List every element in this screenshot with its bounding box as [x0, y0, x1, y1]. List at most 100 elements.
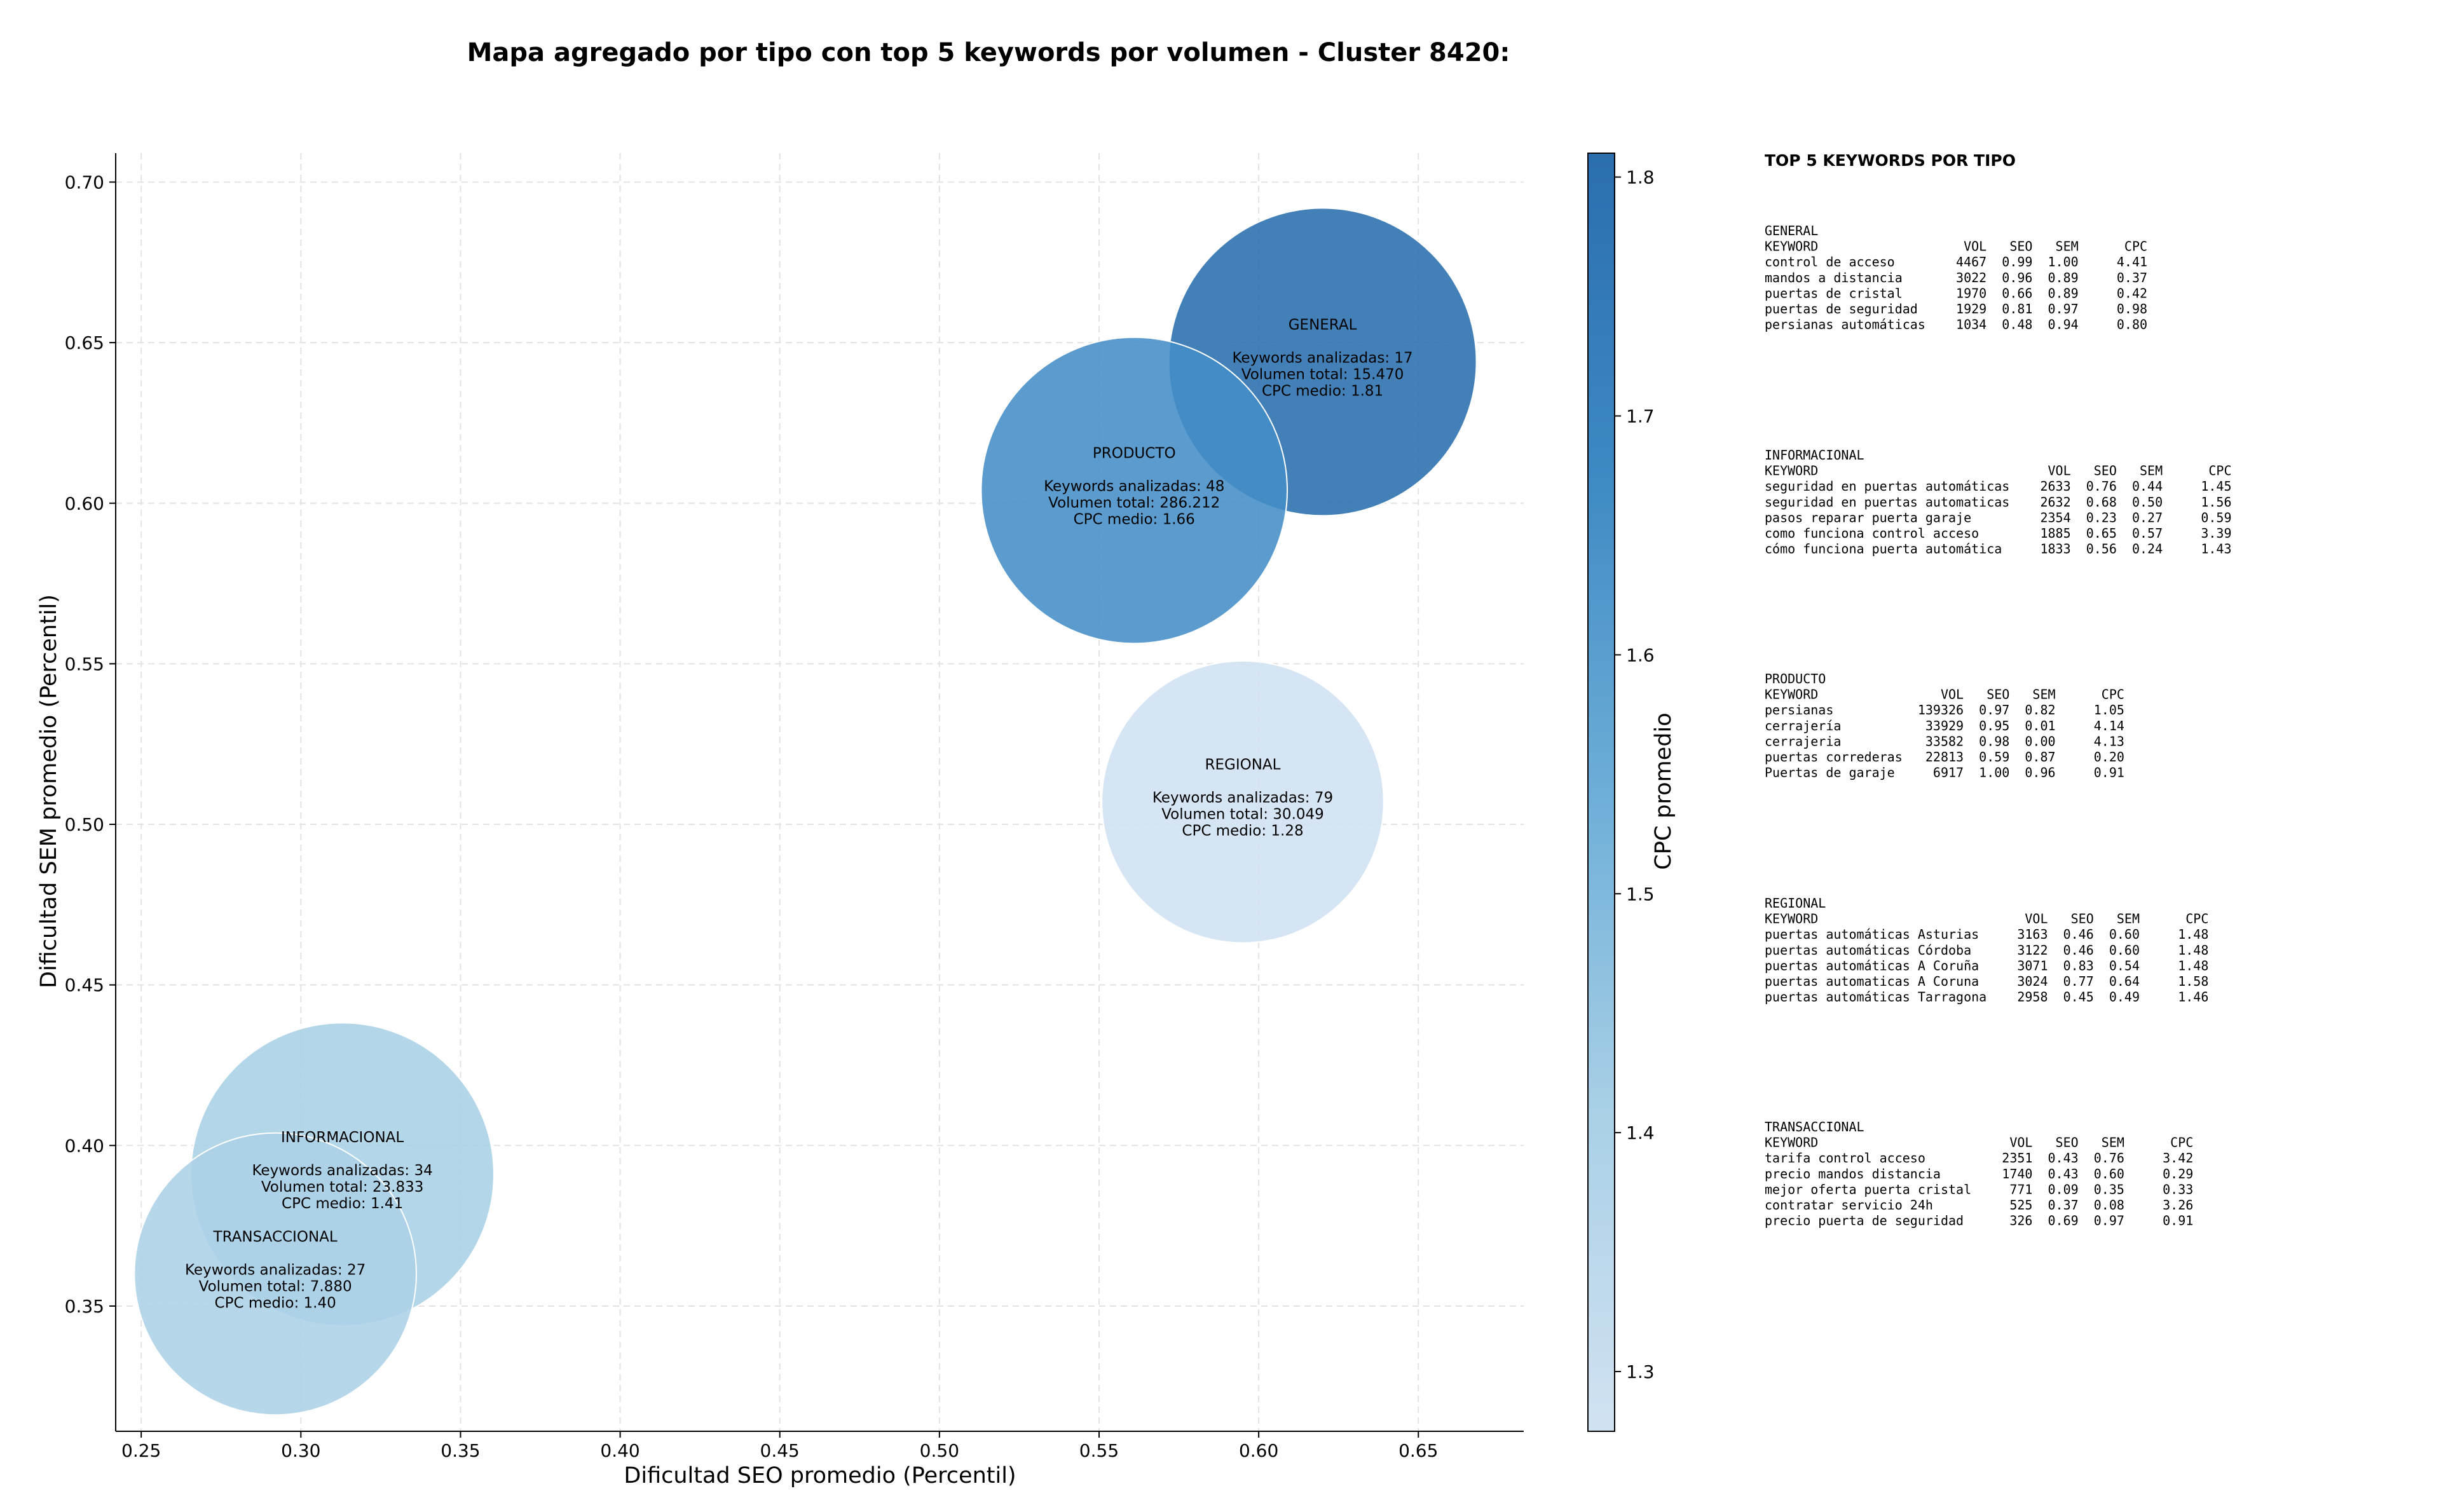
bubble-title: TRANSACCIONAL: [213, 1229, 338, 1245]
colorbar-tick-label: 1.3: [1626, 1361, 1655, 1382]
panel-group-title: GENERAL: [1765, 223, 1818, 238]
x-axis-label: Dificultad SEO promedio (Percentil): [624, 1463, 1016, 1488]
x-tick-label: 0.65: [1398, 1440, 1438, 1461]
bubble-stat: CPC medio: 1.28: [1182, 823, 1303, 840]
x-tick-label: 0.40: [600, 1440, 639, 1461]
panel-row: puertas automáticas A Coruña 3071 0.83 0…: [1765, 958, 2208, 973]
panel-row: contratar servicio 24h 525 0.37 0.08 3.2…: [1765, 1197, 2193, 1213]
panel-row: tarifa control acceso 2351 0.43 0.76 3.4…: [1765, 1150, 2193, 1166]
bubble-regional: [1101, 660, 1385, 944]
panel-row: mejor oferta puerta cristal 771 0.09 0.3…: [1765, 1182, 2193, 1197]
panel-row: cerrajería 33929 0.95 0.01 4.14: [1765, 718, 2124, 733]
panel-row: precio mandos distancia 1740 0.43 0.60 0…: [1765, 1166, 2193, 1182]
colorbar-tick-label: 1.5: [1626, 883, 1655, 904]
panel-row: mandos a distancia 3022 0.96 0.89 0.37: [1765, 270, 2147, 285]
bubble-stat: Volumen total: 30.049: [1161, 807, 1324, 823]
panel-row: puertas automaticas A Coruna 3024 0.77 0…: [1765, 974, 2208, 989]
bubble-circle: [980, 336, 1289, 644]
bubble-stat: Volumen total: 286.212: [1048, 495, 1220, 512]
panel-group-title: PRODUCTO: [1765, 671, 1826, 686]
y-tick-label: 0.45: [65, 975, 104, 996]
y-axis-label: Dificultad SEM promedio (Percentil): [36, 594, 62, 988]
bubble-title: GENERAL: [1289, 317, 1357, 333]
panel-row: puertas automáticas Tarragona 2958 0.45 …: [1765, 990, 2208, 1005]
x-tick-label: 0.60: [1239, 1440, 1278, 1461]
panel-row: pasos reparar puerta garaje 2354 0.23 0.…: [1765, 510, 2232, 525]
panel-header-row: KEYWORD VOL SEO SEM CPC: [1765, 1135, 2193, 1150]
panel-header-row: KEYWORD VOL SEO SEM CPC: [1765, 463, 2232, 479]
bubble-stat: Keywords analizadas: 79: [1152, 790, 1333, 807]
panel-row: como funciona control acceso 1885 0.65 0…: [1765, 526, 2232, 541]
x-tick-label: 0.30: [281, 1440, 320, 1461]
colorbar-tick-label: 1.7: [1626, 405, 1655, 426]
bubble-stat: CPC medio: 1.81: [1262, 383, 1383, 399]
y-tick-label: 0.60: [65, 493, 104, 514]
panel-group-title: REGIONAL: [1765, 896, 1826, 911]
colorbar-label: CPC promedio: [1651, 712, 1676, 869]
bubble-title: PRODUCTO: [1093, 446, 1176, 462]
bubble-transaccional: [133, 1132, 417, 1416]
y-tick-label: 0.40: [65, 1135, 104, 1156]
y-tick-label: 0.55: [65, 653, 104, 674]
colorbar-tick-label: 1.6: [1626, 644, 1655, 665]
chart-title: Mapa agregado por tipo con top 5 keyword…: [467, 38, 1510, 67]
bubble-producto: [980, 336, 1289, 644]
panel-row: Puertas de garaje 6917 1.00 0.96 0.91: [1765, 765, 2124, 780]
bubble-label-informacional: INFORMACIONAL Keywords analizadas: 34Volu…: [252, 1129, 432, 1212]
panel-row: puertas de cristal 1970 0.66 0.89 0.42: [1765, 285, 2147, 301]
panel-row: puertas de seguridad 1929 0.81 0.97 0.98: [1765, 301, 2147, 317]
panel-header-row: KEYWORD VOL SEO SEM CPC: [1765, 687, 2124, 702]
bubble-stat: Volumen total: 15.470: [1241, 366, 1404, 383]
bubble-stat: Keywords analizadas: 27: [185, 1262, 366, 1278]
bubble-stat: Keywords analizadas: 34: [252, 1162, 432, 1179]
bubble-label-transaccional: TRANSACCIONAL Keywords analizadas: 27Volu…: [185, 1229, 366, 1311]
bubble-stat: CPC medio: 1.41: [282, 1195, 403, 1212]
bubble-title: INFORMACIONAL: [281, 1129, 404, 1146]
bubble-title: REGIONAL: [1205, 757, 1281, 773]
y-tick-label: 0.65: [65, 332, 104, 353]
bubble-stat: Volumen total: 7.880: [199, 1278, 352, 1295]
panel-row: puertas automáticas Asturias 3163 0.46 0…: [1765, 927, 2208, 942]
colorbar: 1.3 1.4 1.5 1.6 1.7 1.8: [1587, 153, 1655, 1432]
panel-header-row: KEYWORD VOL SEO SEM CPC: [1765, 239, 2147, 254]
colorbar-tick-label: 1.4: [1626, 1122, 1655, 1143]
panel-row: seguridad en puertas automáticas 2633 0.…: [1765, 479, 2232, 494]
axes: 0.25 0.30 0.35 0.40 0.45 0.50 0.55 0.60 0.65 0.35…: [65, 153, 1524, 1461]
bubble-stat: Volumen total: 23.833: [261, 1179, 424, 1195]
panel-row: persianas 139326 0.97 0.82 1.05: [1765, 702, 2124, 718]
bubble-stat: Keywords analizadas: 17: [1232, 350, 1412, 366]
x-tick-label: 0.50: [920, 1440, 959, 1461]
colorbar-tick-label: 1.8: [1626, 167, 1655, 188]
bubble-stat: Keywords analizadas: 48: [1044, 479, 1224, 495]
y-tick-label: 0.70: [65, 172, 104, 193]
y-tick-label: 0.35: [65, 1296, 104, 1317]
panel-row: puertas correderas 22813 0.59 0.87 0.20: [1765, 749, 2124, 765]
y-tick-label: 0.50: [65, 814, 104, 835]
bubble-stat: CPC medio: 1.66: [1074, 512, 1195, 528]
colorbar-bar: [1587, 153, 1615, 1432]
panel-row: seguridad en puertas automaticas 2632 0.…: [1765, 494, 2232, 510]
x-tick-label: 0.45: [760, 1440, 800, 1461]
panel-row: cómo funciona puerta automática 1833 0.5…: [1765, 541, 2232, 557]
panel-heading: TOP 5 KEYWORDS POR TIPO: [1765, 151, 2016, 170]
panel-row: cerrajeria 33582 0.98 0.00 4.13: [1765, 733, 2124, 749]
panel-row: control de acceso 4467 0.99 1.00 4.41: [1765, 254, 2147, 269]
panel-row: puertas automáticas Córdoba 3122 0.46 0.…: [1765, 943, 2208, 958]
panel-header-row: KEYWORD VOL SEO SEM CPC: [1765, 911, 2208, 927]
panel-row: persianas automáticas 1034 0.48 0.94 0.8…: [1765, 317, 2147, 332]
panel-group-title: INFORMACIONAL: [1765, 447, 1864, 463]
bubble-circle: [133, 1132, 417, 1416]
x-tick-label: 0.25: [121, 1440, 161, 1461]
bubble-stat: CPC medio: 1.40: [215, 1295, 336, 1311]
